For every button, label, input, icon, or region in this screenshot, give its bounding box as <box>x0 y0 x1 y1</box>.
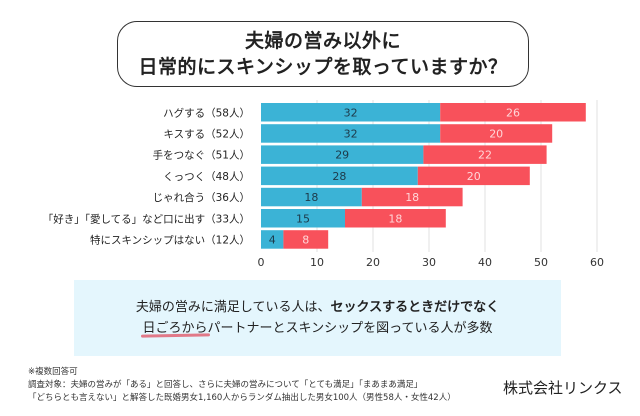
x-tick-label: 0 <box>258 256 265 269</box>
category-label: じゃれ合う（36人） <box>153 191 250 204</box>
title-box: 夫婦の営み以外に 日常的にスキンシップを取っていますか？ <box>117 21 529 87</box>
bar-value-label: 29 <box>335 149 349 162</box>
category-label: 特にスキンシップはない（12人） <box>90 234 250 246</box>
category-labels: ハグする（58人） キスする（52人） 手をつなぐ（51人） くっつく（48人） じゃれ… <box>43 106 250 246</box>
x-tick-label: 10 <box>310 256 324 269</box>
x-tick-label: 50 <box>534 256 548 269</box>
note-line-1-plain: 夫婦の営みに満足している人は、 <box>135 300 331 315</box>
footnote-survey-target-2: 「どちらとも言えない」と解答した既婚男女1,160人からランダム抽出した男女10… <box>28 393 456 403</box>
bar-value-label: 32 <box>344 127 358 140</box>
bar-value-label: 32 <box>344 106 358 119</box>
note-line-1: 夫婦の営みに満足している人は、セックスするときだけでなく <box>136 297 499 318</box>
bar-segment-series-blue <box>261 124 441 143</box>
bar-segment-series-red <box>440 103 586 122</box>
title-line-2: 日常的にスキンシップを取っていますか？ <box>138 56 508 78</box>
bar-segment-series-red <box>417 166 530 186</box>
footnotes: ※複数回答可 調査対象：夫婦の営みが「ある」と回答し、さらに夫婦の営みについて「… <box>28 366 456 405</box>
footnote-survey-target-1: 調査対象：夫婦の営みが「ある」と回答し、さらに夫婦の営みについて「とても満足」「… <box>28 380 423 390</box>
summary-note: 夫婦の営みに満足している人は、セックスするときだけでなく 日ごろからパートナーと… <box>74 280 561 356</box>
x-tick-label: 20 <box>366 256 380 269</box>
bar-value-label: 20 <box>489 127 503 140</box>
x-tick-label: 60 <box>590 256 604 269</box>
bar-segment-series-blue <box>261 187 362 207</box>
bar-segment-series-blue <box>261 230 284 249</box>
bar-segment-series-blue <box>261 166 418 186</box>
category-label: キスする（52人） <box>163 128 250 140</box>
bar-value-label: 26 <box>506 106 520 119</box>
category-label: ハグする（58人） <box>163 106 250 119</box>
footnote-multiple-answers: ※複数回答可 <box>28 367 78 377</box>
bar-segment-series-red <box>423 145 547 164</box>
bar-segment-series-blue <box>261 209 345 228</box>
bar-value-label: 18 <box>405 191 419 204</box>
bar-value-label: 18 <box>388 212 402 225</box>
x-tick-labels: 0 10 20 30 40 50 60 <box>258 256 605 269</box>
bar-segment-series-red <box>283 230 329 249</box>
bar-value-label: 22 <box>478 149 492 162</box>
category-label: 「好き」「愛してる」など口に出す（33人） <box>43 212 250 225</box>
bar-segment-series-red <box>361 187 463 207</box>
category-label: くっつく（48人） <box>163 171 250 183</box>
bar-segment-series-blue <box>261 103 441 122</box>
title-line-1: 夫婦の営み以外に <box>244 30 401 52</box>
note-line-2: 日ごろからパートナーとスキンシップを図っている人が多数 <box>143 318 493 339</box>
note-line-2-rest: パートナーとスキンシップを図っている人が多数 <box>207 321 493 336</box>
bar-value-label: 28 <box>332 170 346 183</box>
note-underlined-phrase: 日ごろから <box>142 321 208 336</box>
note-line-1-bold: セックスするときだけでなく <box>330 300 500 315</box>
bar-segment-series-blue <box>261 145 424 164</box>
bar-value-label: 18 <box>304 191 318 204</box>
bar-value-label: 15 <box>296 212 310 225</box>
bar-value-label: 20 <box>467 170 481 183</box>
x-tick-label: 40 <box>478 256 492 269</box>
bar-segment-series-red <box>345 209 446 228</box>
bar-segment-series-red <box>440 124 553 143</box>
company-name: 株式会社リンクス <box>503 379 623 397</box>
bar-value-label: 4 <box>269 233 276 246</box>
bar-value-label: 8 <box>302 233 309 246</box>
x-tick-label: 30 <box>422 256 436 269</box>
category-label: 手をつなぐ（51人） <box>153 149 250 162</box>
